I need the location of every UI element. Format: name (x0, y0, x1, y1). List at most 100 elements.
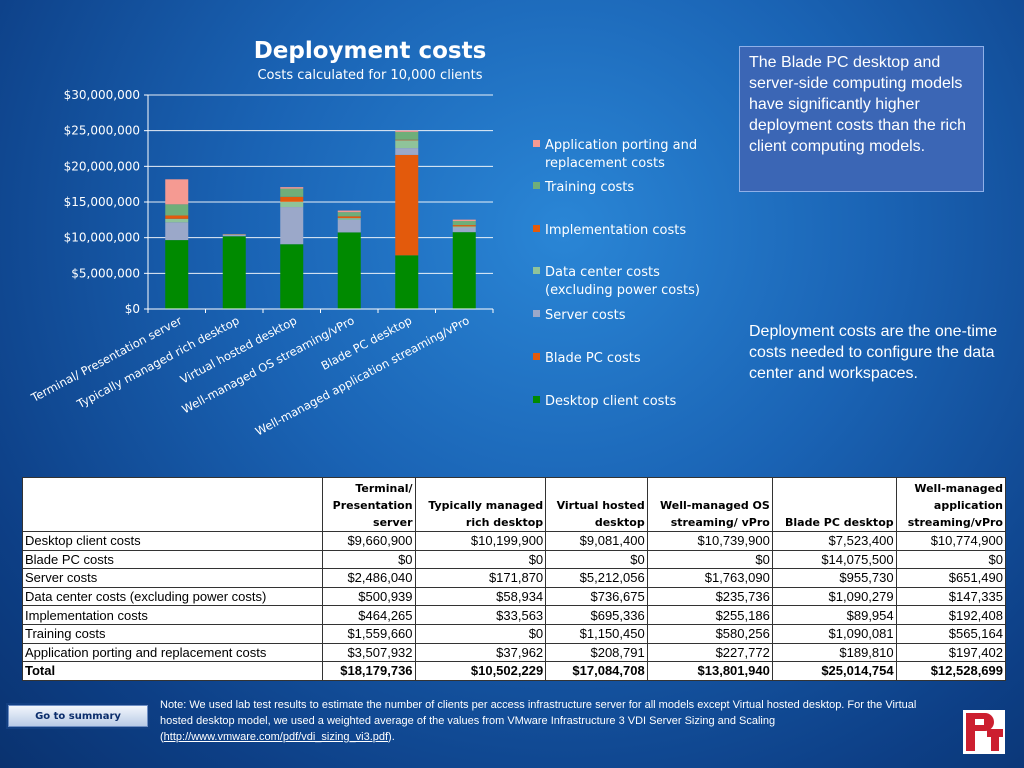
row-label: Implementation costs (22, 605, 323, 625)
cost-cell: $7,523,400 (771, 531, 897, 551)
y-tick-label: $10,000,000 (64, 231, 140, 245)
table-header-cell: Typically managed rich desktop (414, 477, 547, 532)
cost-cell: $17,084,708 (545, 661, 648, 681)
bar-segment (280, 196, 304, 202)
bar-segment (280, 201, 304, 208)
table-header-cell (22, 477, 323, 532)
legend-swatch (533, 310, 540, 317)
bar-segment (452, 219, 476, 222)
table-header-cell: Terminal/Presentation server (322, 477, 416, 532)
legend-label: Application porting and (545, 138, 697, 153)
cost-cell: $565,164 (895, 623, 1007, 644)
bar-segment (222, 235, 246, 237)
bar-segment (222, 236, 246, 309)
cost-cell: $1,090,279 (771, 586, 897, 607)
go-to-summary-button[interactable]: Go to summary (8, 705, 148, 727)
cost-cell: $9,660,900 (322, 531, 416, 551)
bar-segment (337, 216, 361, 219)
cost-cell: $12,528,699 (895, 661, 1007, 681)
cost-cell: $14,075,500 (771, 549, 897, 570)
cost-cell: $580,256 (646, 623, 773, 644)
cost-cell: $0 (414, 623, 547, 644)
bar-segment (165, 218, 189, 223)
bar-segment (165, 240, 189, 309)
cost-cell: $695,336 (545, 605, 648, 625)
legend-label: Training costs (544, 180, 634, 195)
legend-label: replacement costs (545, 156, 665, 171)
cost-cell: $208,791 (545, 642, 648, 663)
bar-segment (280, 244, 304, 309)
table-header-cell: Well-managed application streaming/vPro (895, 477, 1007, 532)
cost-cell: $89,954 (771, 605, 897, 625)
callout-box: The Blade PC desktop and server-side com… (739, 46, 984, 192)
bar-segment (165, 222, 189, 241)
bar-segment (337, 218, 361, 220)
bar-segment (395, 148, 419, 155)
cost-cell: $1,150,450 (545, 623, 648, 644)
y-tick-label: $25,000,000 (64, 124, 140, 138)
legend-label: Desktop client costs (545, 394, 677, 409)
bar-segment (452, 221, 476, 226)
y-tick-label: $0 (125, 302, 140, 316)
cost-cell: $171,870 (414, 568, 547, 588)
cost-cell: $192,408 (895, 605, 1007, 625)
row-label: Data center costs (excluding power costs… (22, 586, 323, 607)
row-label: Server costs (22, 568, 323, 588)
cost-cell: $37,962 (414, 642, 547, 663)
table-total-row: Total $18,179,736 $10,502,229 $17,084,708 $1… (22, 661, 1007, 681)
row-label: Application porting and replacement cost… (22, 642, 323, 663)
cost-cell: $1,559,660 (322, 623, 416, 644)
bar-segment (337, 232, 361, 309)
cost-cell: $235,736 (646, 586, 773, 607)
table-row: Implementation costs $464,265 $33,563 $695,… (22, 605, 1007, 625)
bar-segment (337, 219, 361, 233)
cost-cell: $25,014,754 (771, 661, 897, 681)
table-header-row: Terminal/Presentation server Typically man… (22, 477, 1007, 532)
cost-cell: $18,179,736 (322, 661, 416, 681)
bar-segment (395, 140, 419, 149)
cost-cell: $0 (646, 549, 773, 570)
bar-segment (280, 207, 304, 245)
legend-swatch (533, 225, 540, 232)
legend-label: Implementation costs (545, 223, 686, 238)
chart-subtitle: Costs calculated for 10,000 clients (257, 68, 482, 83)
cost-cell: $0 (414, 549, 547, 570)
legend-swatch (533, 267, 540, 274)
bar-segment (165, 179, 189, 205)
vmware-sizing-link[interactable]: http://www.vmware.com/pdf/vdi_sizing_vi3… (163, 731, 389, 743)
cost-cell: $189,810 (771, 642, 897, 663)
cost-cell: $10,739,900 (646, 531, 773, 551)
footnote: Note: We used lab test results to estima… (160, 697, 920, 745)
cost-cell: $227,772 (646, 642, 773, 663)
cost-cell: $651,490 (895, 568, 1007, 588)
cost-cell: $3,507,932 (322, 642, 416, 663)
bar-segment (280, 188, 304, 197)
legend-swatch (533, 353, 540, 360)
cost-cell: $0 (545, 549, 648, 570)
bar-segment (452, 225, 476, 227)
chart-title: Deployment costs (254, 38, 487, 64)
table-row: Application porting and replacement cost… (22, 642, 1007, 663)
bar-segment (395, 130, 419, 132)
table-header-cell: Virtual hosted desktop (545, 477, 648, 532)
deployment-definition-note: Deployment costs are the one-time costs … (749, 323, 998, 382)
bar-segment (395, 255, 419, 309)
bar-segment (395, 139, 419, 141)
row-label: Desktop client costs (22, 531, 323, 551)
table-header-cell: Well-managed OS streaming/ vPro (646, 477, 773, 532)
bar-segment (452, 232, 476, 309)
table-row: Blade PC costs $0 $0 $0 $0 $14,075,500 $0 (22, 549, 1007, 570)
bar-segment (280, 187, 304, 189)
cost-cell: $10,502,229 (414, 661, 547, 681)
cost-cell: $1,763,090 (646, 568, 773, 588)
bar-segment (337, 210, 361, 213)
bar-segment (395, 131, 419, 140)
deployment-costs-chart: Deployment costs Costs calculated for 10… (64, 38, 697, 409)
legend-label: Blade PC costs (545, 351, 641, 366)
bar-segment (452, 226, 476, 228)
cost-cell: $2,486,040 (322, 568, 416, 588)
cost-cell: $1,090,081 (771, 623, 897, 644)
row-label: Training costs (22, 623, 323, 644)
costs-table: Terminal/Presentation server Typically man… (22, 477, 1007, 681)
cost-cell: $58,934 (414, 586, 547, 607)
